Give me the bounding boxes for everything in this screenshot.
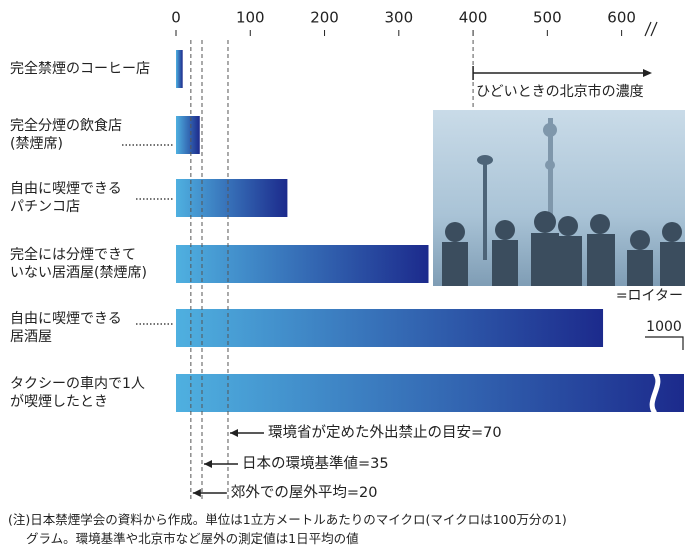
bar <box>176 374 684 412</box>
label-leader <box>122 144 174 325</box>
photo-credit: =ロイター <box>616 288 683 304</box>
reference-arrowhead <box>203 460 212 468</box>
axis-break <box>644 21 658 37</box>
category-label: タクシーの車内で1人 が喫煙したとき <box>10 376 145 410</box>
x-tick-label: 400 <box>459 9 488 27</box>
photo <box>433 110 685 286</box>
x-tick-label: 100 <box>236 9 265 27</box>
x-tick-label: 0 <box>171 9 181 27</box>
x-tick-label: 500 <box>533 9 562 27</box>
x-tick-label: 600 <box>607 9 636 27</box>
note: (注)日本禁煙学会の資料から作成。単位は1立方メートルあたりのマイクロ(マイクロ… <box>8 512 567 527</box>
bar <box>176 245 429 283</box>
bar <box>176 116 200 154</box>
note: グラム。環境基準や北京市など屋外の測定値は1日平均の値 <box>26 531 359 546</box>
reference-label: 環境省が定めた外出禁止の目安=70 <box>268 424 502 441</box>
bar <box>176 179 288 217</box>
x-tick-label: 300 <box>384 9 413 27</box>
reference-label: 日本の環境基準値=35 <box>242 455 389 472</box>
bar-break <box>649 371 661 415</box>
category-label: 完全禁煙のコーヒー店 <box>10 61 150 77</box>
range-arrowhead <box>643 69 652 77</box>
reference-label: 郊外での屋外平均=20 <box>231 484 378 501</box>
category-label: 完全には分煙できて いない居酒屋(禁煙席) <box>10 247 147 281</box>
category-label: 自由に喫煙できる 居酒屋 <box>10 311 122 345</box>
category-label: 自由に喫煙できる パチンコ店 <box>10 181 122 215</box>
reference-arrowhead <box>229 429 238 437</box>
value-bracket <box>645 336 684 350</box>
category-label: 完全分煙の飲食店 (禁煙席) <box>10 118 122 152</box>
value-label: 1000 <box>646 319 682 335</box>
x-tick-label: 200 <box>310 9 339 27</box>
range-label: ひどいときの北京市の濃度 <box>476 84 644 100</box>
bar <box>176 309 604 347</box>
bar <box>176 50 183 88</box>
reference-arrowhead <box>192 489 201 497</box>
